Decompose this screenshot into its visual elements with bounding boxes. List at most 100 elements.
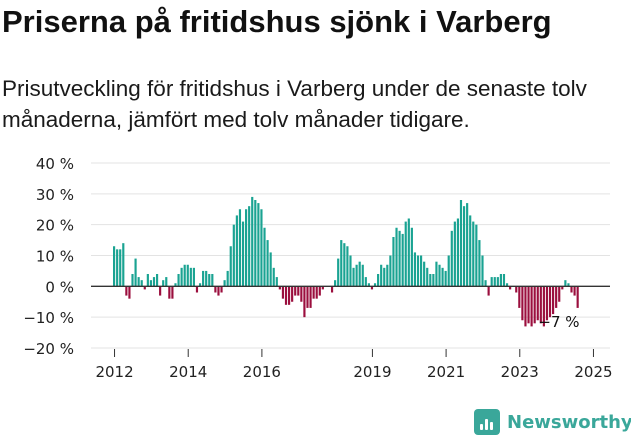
bar	[168, 286, 171, 299]
bar	[287, 286, 291, 305]
bar	[220, 286, 223, 293]
bar	[217, 286, 220, 296]
bar	[450, 230, 453, 287]
bar	[189, 267, 192, 287]
bar	[183, 264, 186, 287]
bar	[162, 280, 165, 287]
bar	[125, 286, 128, 296]
bar	[113, 246, 116, 287]
bar	[358, 261, 361, 287]
bar	[284, 286, 288, 305]
brand-name: Newsworthy	[507, 411, 631, 433]
bar	[389, 255, 392, 287]
bar	[291, 286, 294, 302]
bar	[499, 274, 502, 287]
bar	[505, 283, 509, 287]
bar	[238, 209, 242, 287]
bar	[177, 274, 180, 287]
bar	[140, 280, 143, 287]
bar	[423, 261, 426, 287]
bar	[257, 203, 260, 287]
bar	[380, 264, 383, 287]
x-tick-label: 2012	[95, 363, 133, 381]
bar	[410, 227, 413, 287]
bar	[447, 255, 450, 287]
axes: 40 % 30 % 20 % 10 % 0 % −10 % −20 % 2012 2014 201…	[23, 155, 612, 381]
bar	[490, 277, 493, 287]
bar	[545, 286, 549, 321]
bar	[416, 255, 420, 287]
bar	[444, 270, 447, 287]
bar	[211, 274, 214, 287]
bar	[149, 280, 153, 287]
bar	[420, 255, 423, 287]
bar	[453, 221, 456, 287]
bar	[469, 215, 472, 287]
x-tick-label: 2023	[501, 363, 539, 381]
bar	[278, 286, 281, 290]
bar	[377, 274, 380, 287]
bar	[392, 237, 395, 287]
bar	[413, 252, 417, 287]
bar	[248, 206, 251, 287]
y-tick-label: 30 %	[36, 186, 74, 204]
bar	[198, 283, 202, 287]
bar	[352, 267, 355, 287]
bar	[315, 286, 318, 299]
bar	[539, 286, 542, 324]
bar	[192, 267, 195, 287]
bar	[395, 227, 398, 287]
y-tick-label: 0 %	[45, 278, 74, 296]
bar	[232, 224, 235, 287]
bar	[334, 280, 337, 287]
chart-title: Priserna på fritidshus sjönk i Varberg	[2, 4, 552, 39]
x-tick-label: 2021	[427, 363, 465, 381]
bar	[524, 286, 527, 327]
bar	[275, 277, 278, 287]
bar	[152, 277, 156, 287]
bar	[426, 267, 429, 287]
bar	[260, 209, 263, 287]
bar	[119, 249, 122, 287]
bar	[195, 286, 199, 293]
bar	[429, 274, 432, 287]
bar	[438, 264, 441, 287]
newsworthy-logo-icon	[474, 409, 500, 435]
bar	[456, 218, 460, 287]
bar	[364, 277, 367, 287]
bar	[441, 267, 444, 287]
bar	[493, 277, 496, 287]
x-tick-label: 2025	[574, 363, 612, 381]
bar	[401, 233, 404, 287]
bar	[487, 286, 490, 296]
bar	[245, 209, 248, 287]
bar	[383, 267, 386, 287]
bar	[180, 267, 183, 287]
bar	[561, 286, 564, 290]
bar	[355, 264, 358, 287]
bar	[155, 274, 159, 287]
bar	[294, 286, 297, 296]
y-tick-label: −10 %	[23, 309, 74, 327]
bar	[558, 286, 561, 302]
bar-chart: 40 % 30 % 20 % 10 % 0 % −10 % −20 % 2012 2014 201…	[23, 155, 612, 381]
bar	[263, 227, 266, 287]
bar	[484, 280, 487, 287]
bar	[340, 240, 343, 287]
bar	[343, 243, 346, 287]
bar	[297, 286, 300, 296]
brand-logo[interactable]: Newsworthy	[474, 405, 631, 439]
bar	[116, 249, 119, 287]
bar	[407, 218, 410, 287]
bar	[281, 286, 285, 299]
bar	[404, 221, 407, 287]
last-value-annotation: −7 %	[538, 313, 579, 331]
y-tick-label: 10 %	[36, 248, 74, 266]
bar	[564, 280, 567, 287]
bar	[321, 286, 324, 290]
bars	[113, 196, 579, 327]
bar	[254, 200, 257, 287]
bar	[251, 196, 254, 287]
bar	[496, 277, 499, 287]
bar	[361, 264, 364, 287]
